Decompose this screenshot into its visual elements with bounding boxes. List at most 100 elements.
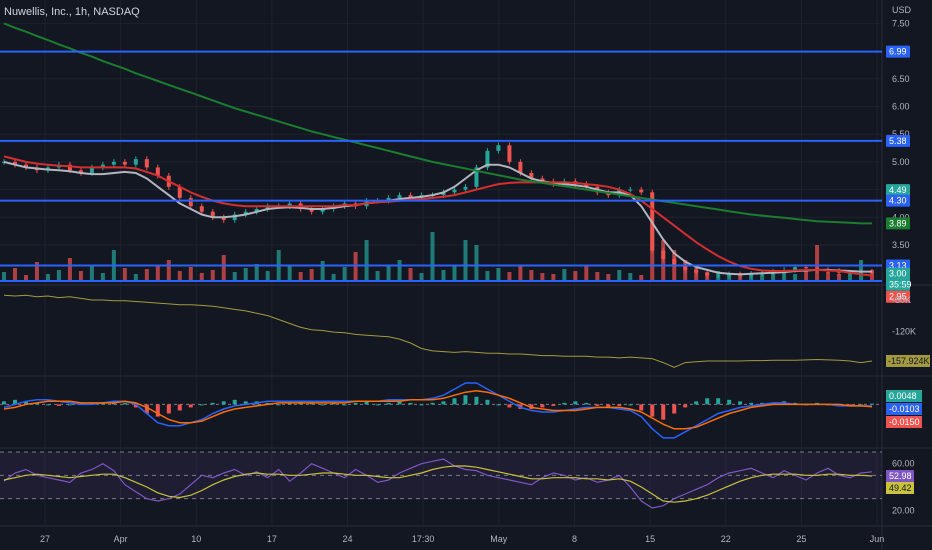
price-label-bg	[886, 267, 910, 280]
candle-body	[89, 167, 94, 173]
volume-bar	[287, 266, 292, 280]
macd-pane[interactable]	[0, 382, 882, 439]
volume-bar	[188, 267, 193, 280]
candle-body	[705, 272, 710, 276]
volume-bar	[551, 274, 556, 280]
volume-bar	[265, 271, 270, 280]
price-label: 6.99	[889, 47, 907, 57]
obv-line	[3, 294, 873, 368]
volume-bar	[309, 269, 314, 280]
volume-bar	[45, 274, 50, 280]
macd-histogram-bar	[650, 404, 655, 417]
volume-bar	[441, 270, 446, 280]
macd-histogram-bar	[375, 404, 380, 406]
obv-pane[interactable]	[3, 294, 873, 368]
volume-bar	[34, 262, 39, 280]
candle-body	[485, 150, 490, 168]
volume-bar	[815, 245, 820, 280]
volume-bar	[210, 270, 215, 280]
price-label: 3.13	[889, 260, 907, 270]
macd-histogram-bar	[749, 402, 754, 405]
price-label-bg	[886, 184, 910, 197]
price-label: 2.95	[889, 292, 907, 302]
candle-body	[133, 159, 138, 165]
candle-body	[78, 170, 83, 173]
volume-bar	[452, 266, 457, 280]
volume-bar	[617, 270, 622, 280]
candle-body	[584, 184, 589, 187]
price-axis[interactable]: USD 7.507.006.506.005.505.004.504.003.50…	[886, 5, 930, 515]
x-tick-label: 15	[645, 534, 655, 544]
volume-bar	[342, 267, 347, 280]
candle-body	[540, 178, 545, 182]
volume-bar	[507, 272, 512, 280]
macd-histogram-bar	[859, 404, 864, 406]
rsi-pane[interactable]	[0, 451, 882, 509]
candle-body	[320, 208, 325, 212]
x-tick-label: 27	[40, 534, 50, 544]
candle-body	[111, 161, 116, 165]
macd-histogram-bar	[452, 398, 457, 405]
y-tick-label: 3.50	[892, 240, 910, 250]
volume-bar	[474, 245, 479, 280]
obv-tick-label: -120K	[892, 326, 916, 336]
volume-bar	[496, 268, 501, 280]
macd-histogram-bar	[661, 404, 666, 420]
macd-histogram-bar	[23, 401, 28, 405]
candle-body	[683, 264, 688, 270]
price-label-bg	[886, 194, 910, 207]
candle-body	[496, 145, 501, 151]
candle-body	[793, 267, 798, 270]
price-label-bg	[886, 278, 910, 291]
volume-bar	[364, 240, 369, 280]
macd-histogram-bar	[738, 401, 743, 405]
candle-body	[12, 161, 17, 165]
macd-histogram-bar	[353, 402, 358, 405]
volume-bar	[650, 230, 655, 280]
volume-bar	[540, 273, 545, 280]
candle-body	[210, 211, 215, 218]
macd-histogram-bar	[265, 402, 270, 405]
macd-histogram-bar	[694, 401, 699, 405]
macd-histogram-bar	[496, 404, 501, 406]
volume-bar	[529, 270, 534, 280]
macd-histogram-bar	[639, 404, 644, 411]
volume-bar	[100, 273, 105, 280]
volume-bar	[463, 240, 468, 280]
candle-body	[67, 164, 72, 171]
candle-body	[155, 167, 160, 176]
volume-bar	[254, 264, 259, 280]
candle-body	[408, 195, 413, 198]
price-label-bg	[886, 217, 910, 230]
volume-bar	[386, 265, 391, 280]
price-label-bg	[886, 290, 910, 303]
chart-title: Nuwellis, Inc., 1h, NASDAQ	[4, 6, 140, 18]
macd-histogram-bar	[408, 402, 413, 405]
x-tick-label: 8	[572, 534, 577, 544]
candle-body	[221, 217, 226, 221]
x-tick-label: Jun	[870, 534, 885, 544]
price-pane[interactable]	[0, 22, 882, 282]
macd-line	[3, 382, 873, 439]
y-tick-label: 6.50	[892, 74, 910, 84]
macd-histogram-bar	[463, 395, 468, 405]
rsi-value-label: 49.42	[889, 483, 912, 493]
macd-histogram-bar	[485, 399, 490, 405]
macd-histogram-bar	[584, 402, 589, 405]
macd-histogram-bar	[133, 404, 138, 408]
macd-label-bg	[886, 403, 922, 415]
x-tick-label: 10	[191, 534, 201, 544]
volume-bar	[166, 260, 171, 280]
candle-body	[188, 197, 193, 207]
macd-histogram-bar	[2, 401, 6, 405]
macd-histogram-bar	[441, 401, 446, 405]
volume-bar	[584, 266, 589, 280]
price-label: 35:59	[889, 280, 912, 290]
x-tick-label: 17	[267, 534, 277, 544]
y-tick-label: 4.00	[892, 212, 910, 222]
time-axis[interactable]: 27 Apr 10 17 24 17:30 May 8 15 22 25 Jun	[40, 534, 884, 544]
macd-histogram-bar	[870, 403, 874, 405]
candle-body	[232, 214, 237, 221]
volume-bar	[573, 271, 578, 280]
